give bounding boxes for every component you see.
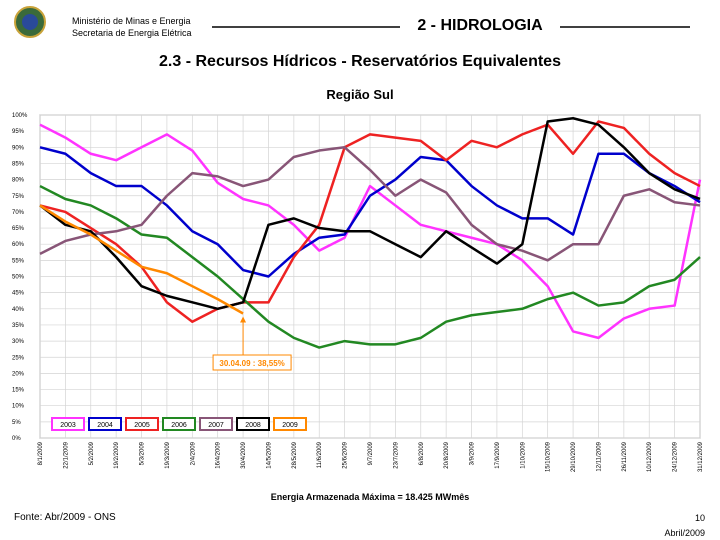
x-tick-label: 24/12/2009 [673, 441, 679, 472]
y-tick-label: 15% [12, 388, 25, 394]
x-tick-label: 11/6/2009 [317, 441, 323, 468]
series-line [39, 184, 701, 349]
x-tick-label: 30/4/2009 [241, 441, 247, 468]
y-tick-label: 0% [12, 436, 21, 442]
legend-label: 2004 [97, 422, 113, 429]
x-tick-label: 25/6/2009 [343, 441, 349, 468]
x-tick-label: 9/7/2009 [368, 441, 374, 465]
page-number: 10 [695, 513, 705, 523]
x-tick-label: 12/11/2009 [596, 441, 602, 471]
y-tick-label: 65% [12, 226, 25, 232]
annotation-arrowhead [240, 316, 247, 323]
y-tick-label: 70% [12, 210, 25, 216]
series-line [39, 146, 701, 262]
x-tick-label: 1/10/2009 [520, 441, 526, 468]
legend-label: 2007 [208, 422, 224, 429]
series-line [39, 120, 701, 323]
legend-box [236, 417, 270, 431]
chart-title: 2.3 - Recursos Hídricos - Reservatórios … [159, 53, 561, 70]
x-tick-label: 2/4/2009 [190, 441, 196, 465]
y-tick-label: 25% [12, 355, 25, 361]
y-tick-label: 30% [12, 339, 25, 345]
x-tick-label: 28/5/2009 [292, 441, 298, 468]
y-tick-label: 60% [12, 242, 25, 248]
section-title: 2 - HIDROLOGIA [417, 17, 543, 34]
x-tick-label: 14/5/2009 [266, 441, 272, 468]
legend-label: 2009 [282, 422, 298, 429]
x-tick-label: 23/7/2009 [393, 441, 399, 468]
legend-label: 2008 [245, 422, 261, 429]
x-tick-label: 6/8/2009 [419, 441, 425, 465]
series-line [39, 146, 701, 278]
legend-label: 2003 [60, 422, 76, 429]
y-tick-label: 85% [12, 161, 25, 167]
x-tick-label: 8/1/2009 [38, 441, 44, 465]
source: Fonte: Abr/2009 - ONS [14, 512, 116, 523]
x-axis-label: Energia Armazenada Máxima = 18.425 MWmês [271, 492, 470, 502]
chart-subtitle: Região Sul [326, 87, 393, 102]
legend-box [88, 417, 122, 431]
x-tick-label: 26/11/2009 [622, 441, 628, 471]
x-tick-label: 15/10/2009 [546, 441, 552, 472]
x-tick-label: 22/1/2009 [63, 441, 69, 468]
series-line [39, 123, 702, 340]
x-tick-label: 5/2/2009 [89, 441, 95, 465]
x-tick-label: 16/4/2009 [216, 441, 222, 468]
y-tick-label: 35% [12, 323, 25, 329]
y-tick-label: 90% [12, 145, 25, 151]
annotation: 30.04.09 : 38,55% [219, 359, 284, 368]
y-tick-label: 5% [12, 420, 21, 426]
logo-center [22, 14, 38, 30]
y-tick-label: 100% [12, 113, 28, 119]
x-tick-label: 3/9/2009 [470, 441, 476, 465]
legend-box [273, 417, 307, 431]
legend-box [162, 417, 196, 431]
secretariat: Secretaria de Energia Elétrica [72, 28, 192, 38]
footer-date: Abril/2009 [664, 528, 705, 538]
y-tick-label: 95% [12, 129, 25, 135]
y-tick-label: 80% [12, 178, 25, 184]
x-tick-label: 17/9/2009 [495, 441, 501, 468]
x-tick-label: 19/3/2009 [165, 441, 171, 468]
legend-box [199, 417, 233, 431]
x-tick-label: 29/10/2009 [571, 441, 577, 472]
legend-box [51, 417, 85, 431]
section-bg [400, 12, 560, 36]
series-line [39, 204, 244, 315]
legend-label: 2005 [134, 422, 150, 429]
x-tick-label: 31/12/2009 [698, 441, 704, 472]
y-tick-label: 20% [12, 371, 25, 377]
y-tick-label: 50% [12, 275, 25, 281]
x-tick-label: 20/8/2009 [444, 441, 450, 468]
x-tick-label: 19/2/2009 [114, 441, 120, 468]
y-tick-label: 45% [12, 291, 25, 297]
legend-box [125, 417, 159, 431]
annotation-box [212, 354, 292, 371]
y-tick-label: 55% [12, 258, 25, 264]
y-tick-label: 40% [12, 307, 25, 313]
x-tick-label: 5/3/2009 [140, 441, 146, 465]
x-tick-label: 10/12/2009 [647, 441, 653, 472]
series-line [39, 116, 701, 311]
y-tick-label: 75% [12, 194, 25, 200]
ministry: Ministério de Minas e Energia [72, 16, 191, 26]
y-tick-label: 10% [12, 404, 25, 410]
legend-label: 2006 [171, 422, 187, 429]
